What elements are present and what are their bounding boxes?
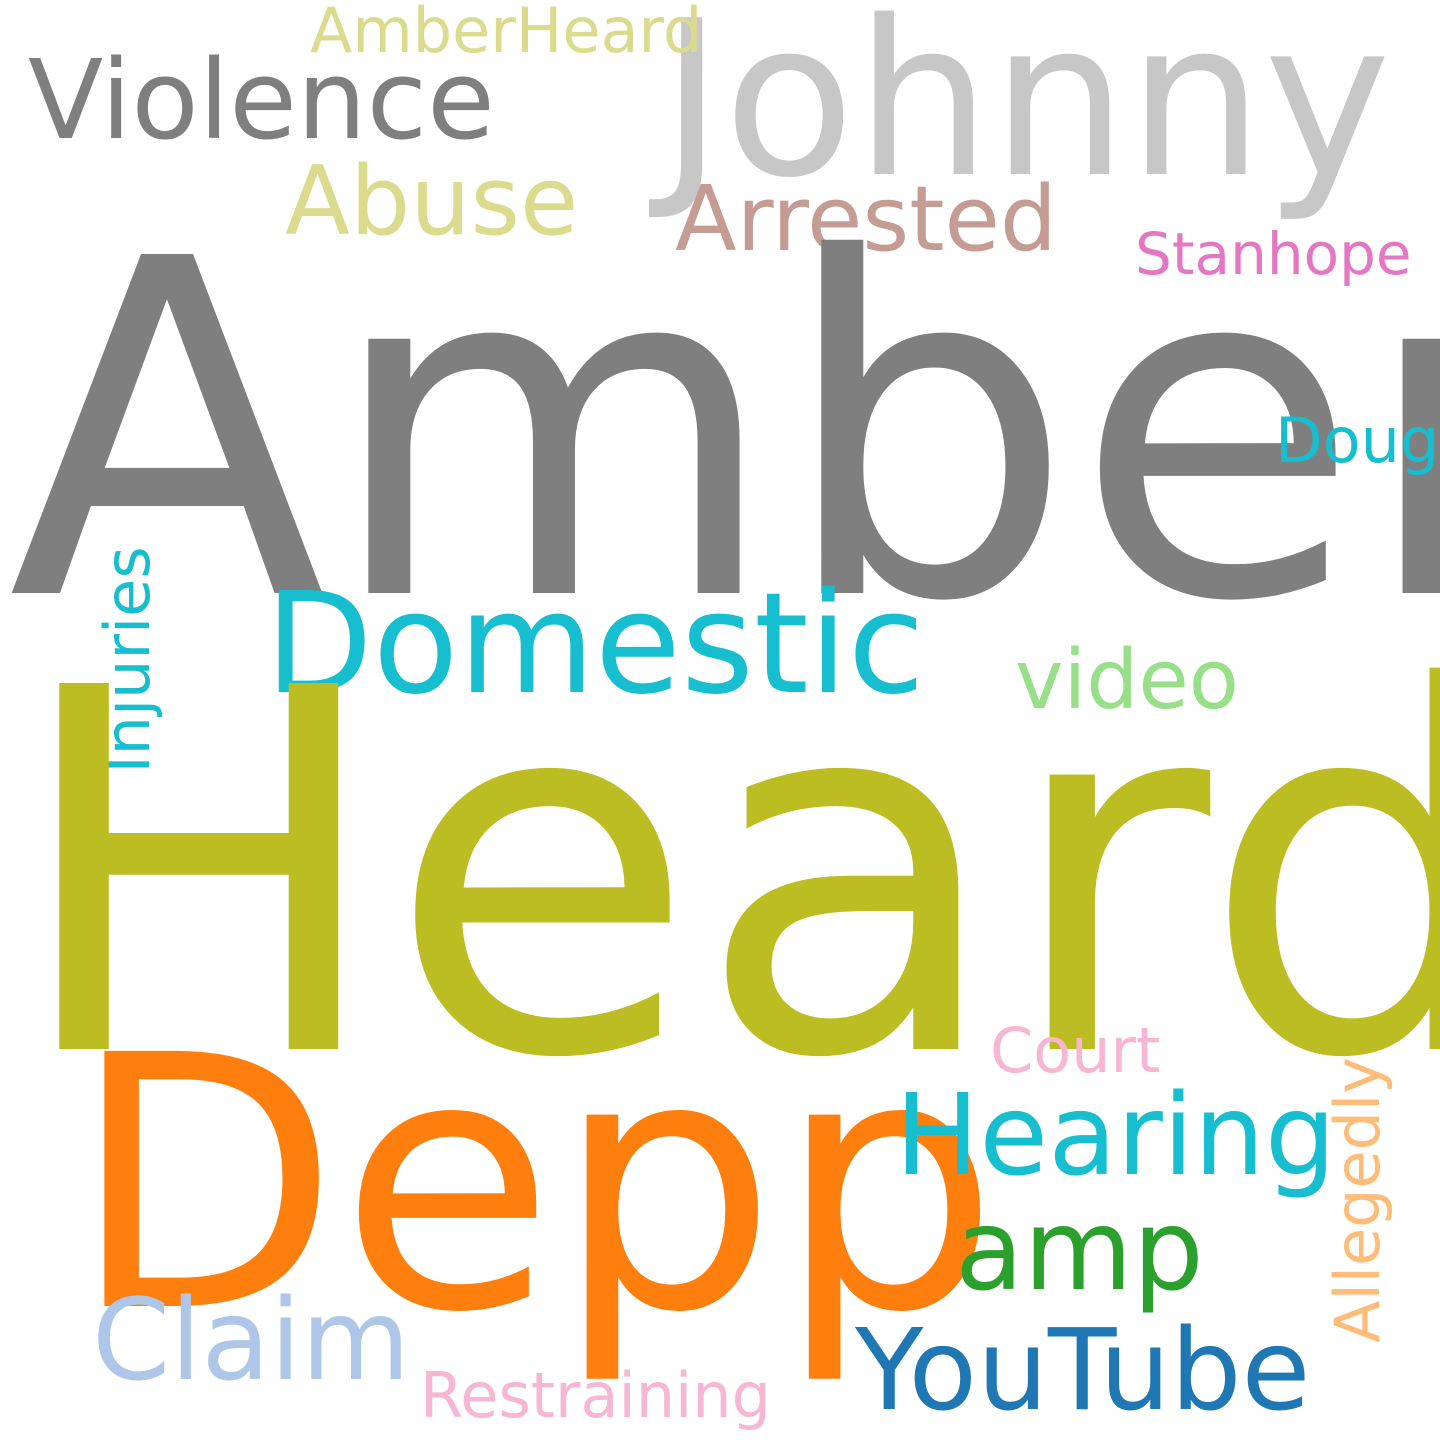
word-court: Court	[990, 1014, 1161, 1087]
word-amberheard: AmberHeard	[310, 0, 703, 67]
word-heard: Heard	[10, 584, 1440, 1168]
word-claim: Claim	[92, 1276, 411, 1406]
word-allegedly: Allegedly	[1321, 1057, 1394, 1343]
word-amber: Amber	[8, 161, 1440, 703]
word-amp: amp	[955, 1186, 1204, 1316]
word-video: video	[1015, 633, 1239, 728]
word-doug: Doug	[1275, 404, 1440, 477]
word-youtube: YouTube	[855, 1306, 1311, 1436]
word-hearing: Hearing	[895, 1071, 1336, 1201]
word-johnny: Johnny	[660, 0, 1391, 225]
word-violence: Violence	[28, 36, 495, 164]
word-stanhope: Stanhope	[1135, 220, 1412, 288]
word-depp: Depp	[70, 981, 1000, 1389]
word-abuse: Abuse	[285, 147, 579, 257]
word-domestic: Domestic	[265, 563, 925, 726]
word-arrested: Arrested	[675, 167, 1058, 272]
word-restraining: Restraining	[420, 1359, 771, 1432]
